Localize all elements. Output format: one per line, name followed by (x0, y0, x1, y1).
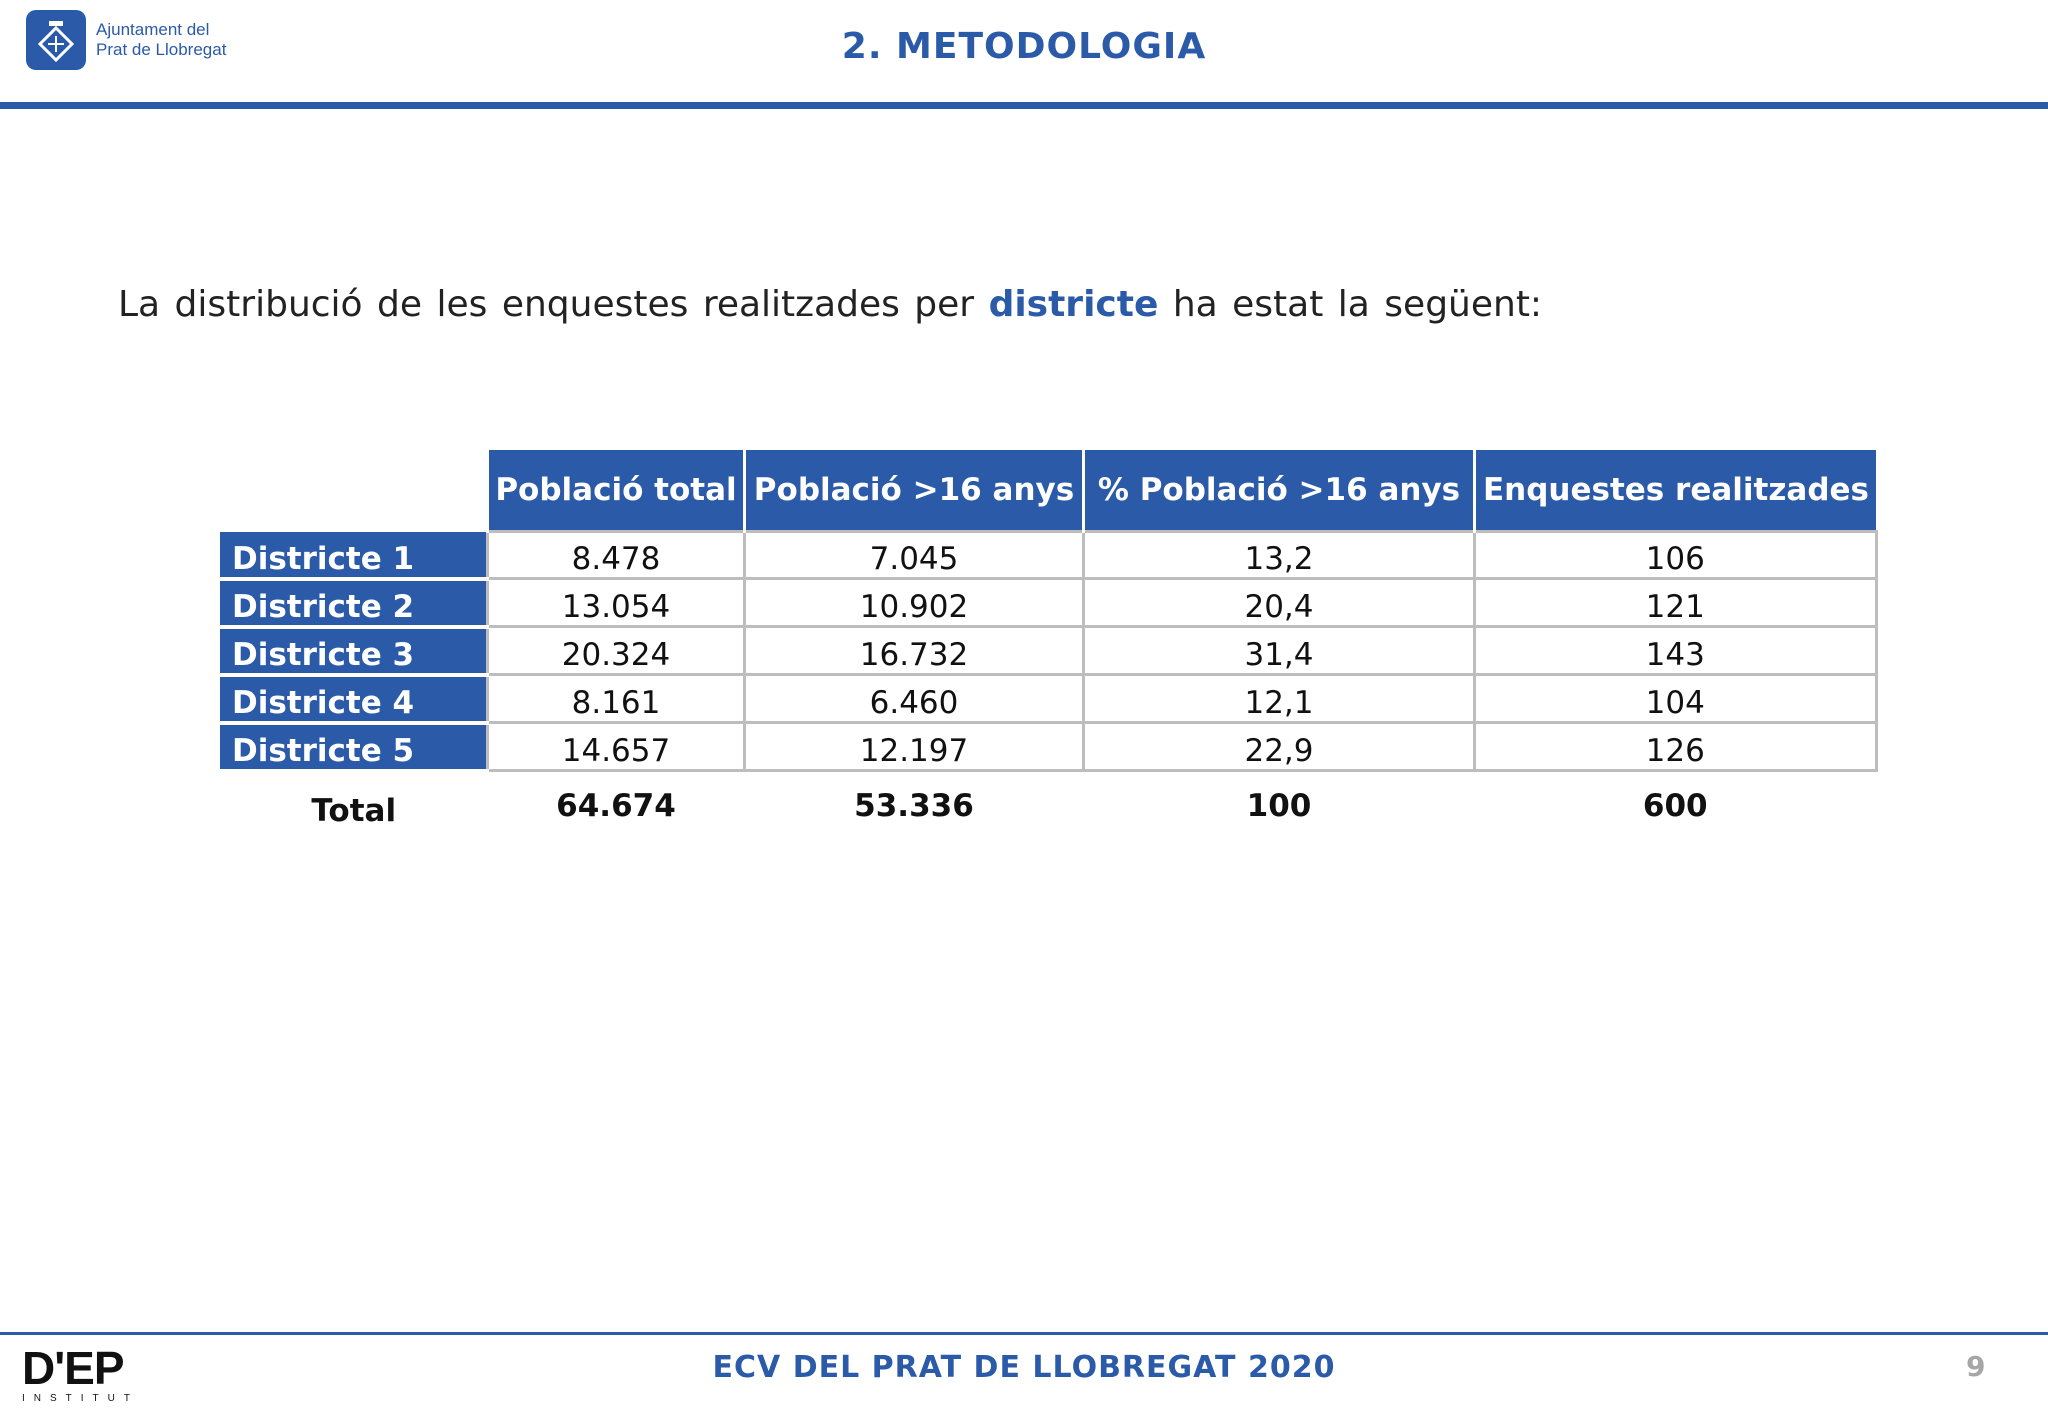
row-label: Districte 2 (220, 578, 488, 629)
logo-line-2: Prat de Llobregat (96, 40, 227, 59)
footer-logo: D'EP INSTITUT (22, 1345, 139, 1404)
table-cell: 104 (1473, 673, 1878, 724)
district-table: Població total Població >16 anys % Pobla… (220, 450, 1878, 841)
intro-highlight: districte (988, 284, 1159, 325)
table-cell: 20.324 (486, 625, 746, 676)
table-cell: 8.161 (486, 673, 746, 724)
table-cell: 6.460 (743, 673, 1085, 724)
table-cell: 10.902 (743, 577, 1085, 628)
row-label: Districte 3 (220, 626, 488, 677)
footer-logo-sub: INSTITUT (22, 1393, 139, 1404)
column-header-poblacio-total: Població total (486, 450, 745, 532)
table-cell: 13,2 (1082, 530, 1476, 580)
table-cell: 13.054 (486, 577, 746, 628)
total-cell: 64.674 (556, 788, 676, 825)
table-cell: 126 (1473, 721, 1878, 772)
header-logo: Ajuntament del Prat de Llobregat (26, 10, 226, 70)
table-row: Districte 2 13.054 10.902 20,4 121 (220, 577, 1878, 629)
page-number: 9 (1966, 1350, 1986, 1383)
table-cell: 106 (1473, 530, 1878, 580)
table-total-row: Total 64.674 53.336 100 600 (220, 771, 1876, 841)
intro-text-before: La distribució de les enquestes realitza… (118, 284, 989, 325)
intro-sentence: La distribució de les enquestes realitza… (118, 284, 1542, 325)
title-divider (0, 102, 2048, 109)
page-title: 2. METODOLOGIA (841, 26, 1207, 67)
total-cell: 53.336 (854, 788, 974, 825)
table-cell: 20,4 (1082, 577, 1476, 628)
table-cell: 14.657 (486, 721, 746, 772)
table-cell: 12.197 (743, 721, 1085, 772)
table-row: Districte 1 8.478 7.045 13,2 106 (220, 530, 1878, 581)
table-cell: 31,4 (1082, 625, 1476, 676)
table-row: Districte 5 14.657 12.197 22,9 126 (220, 721, 1878, 773)
total-label: Total (311, 792, 397, 829)
total-cell: 100 (1246, 788, 1312, 825)
row-label: Districte 4 (220, 674, 488, 725)
row-label: Districte 5 (220, 722, 488, 773)
table-header-row: Població total Població >16 anys % Pobla… (220, 450, 1876, 532)
intro-text-after: ha estat la següent: (1158, 284, 1543, 325)
table-row: Districte 4 8.161 6.460 12,1 104 (220, 673, 1878, 725)
table-cell: 22,9 (1082, 721, 1476, 772)
row-label: Districte 1 (220, 531, 488, 581)
table-cell: 7.045 (743, 530, 1085, 580)
table-cell: 16.732 (743, 625, 1085, 676)
table-cell: 143 (1473, 625, 1878, 676)
column-header-enquestes: Enquestes realitzades (1473, 450, 1876, 532)
footer-logo-main: D'EP (22, 1342, 125, 1394)
coat-of-arms-icon (26, 10, 86, 70)
total-cell: 600 (1642, 788, 1708, 825)
column-header-poblacio-16: Població >16 anys (743, 450, 1084, 532)
footer-divider (0, 1332, 2048, 1335)
logo-line-1: Ajuntament del (96, 20, 210, 39)
table-cell: 8.478 (486, 530, 746, 580)
table-cell: 121 (1473, 577, 1878, 628)
footer-title: ECV DEL PRAT DE LLOBREGAT 2020 (712, 1350, 1336, 1385)
table-corner (220, 450, 488, 532)
table-row: Districte 3 20.324 16.732 31,4 143 (220, 625, 1878, 677)
table-cell: 12,1 (1082, 673, 1476, 724)
column-header-percent-poblacio-16: % Població >16 anys (1082, 450, 1475, 532)
